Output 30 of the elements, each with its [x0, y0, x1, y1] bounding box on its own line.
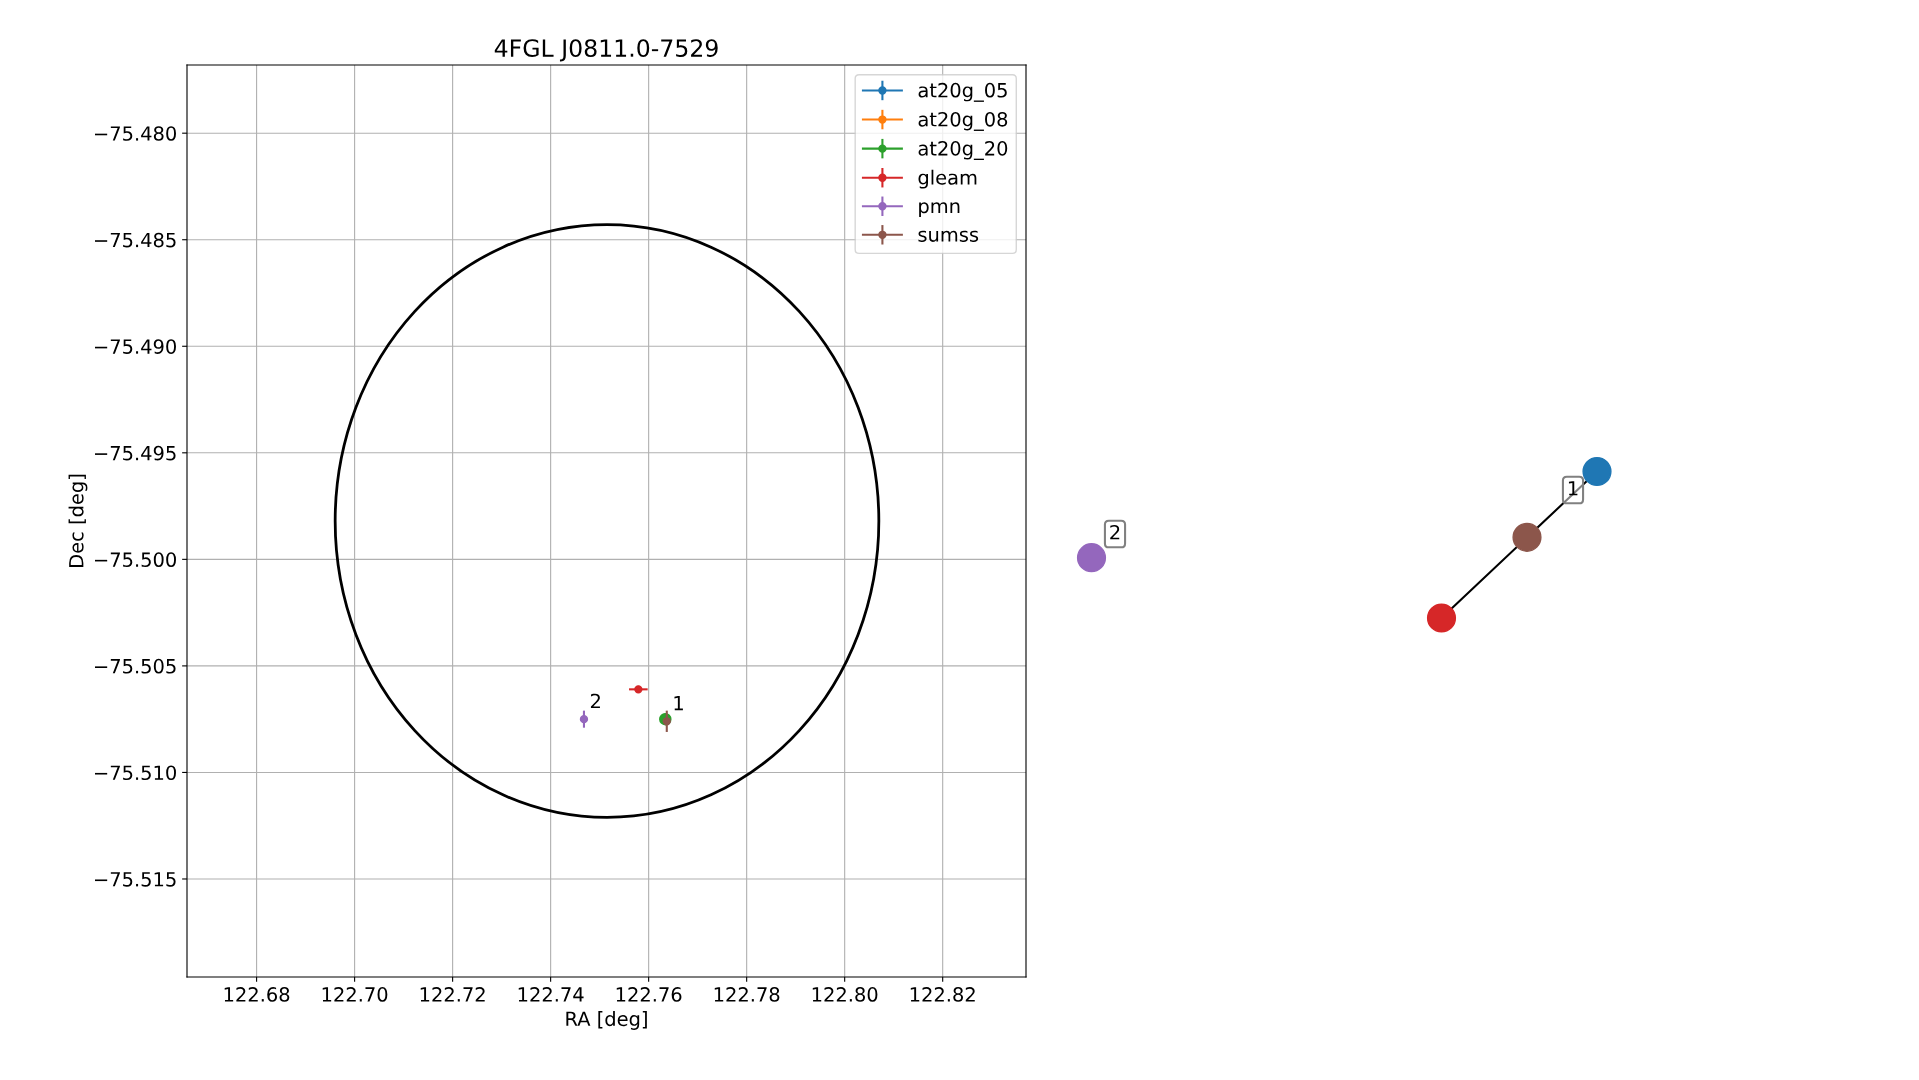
- x-tick-label: 122.76: [616, 987, 682, 1002]
- y-axis-title: Dec [deg]: [68, 474, 88, 567]
- x-tick-label: 122.70: [322, 987, 388, 1002]
- y-tick-label: −75.510: [95, 765, 176, 781]
- y-tick-label: −75.495: [95, 445, 176, 461]
- annotation: 1: [674, 696, 683, 711]
- y-tick-label: −75.485: [95, 232, 176, 248]
- legend-label: at20g_20: [918, 141, 1008, 161]
- point: [579, 715, 589, 724]
- text: 2: [1110, 524, 1120, 540]
- text: 1: [1568, 481, 1578, 496]
- legend-label: sumss: [918, 230, 979, 242]
- y-tick-label: −75.480: [95, 126, 176, 141]
- y-tick-label: −75.505: [95, 658, 176, 674]
- x-tick-label: 122.72: [420, 987, 485, 1002]
- y-tick-label: −75.515: [95, 872, 176, 887]
- legend-label: pmn: [919, 202, 960, 218]
- legend-label: at20g_05: [918, 82, 1007, 102]
- y-tick-label: −75.500: [95, 552, 176, 568]
- annotation: 2: [590, 693, 600, 709]
- x-tick-label: 122.68: [224, 987, 290, 1002]
- legend-label: at20g_08: [918, 111, 1008, 131]
- x-axis-title: RA [deg]: [566, 1011, 647, 1030]
- y-tick-label: −75.490: [95, 339, 176, 354]
- chart-title: 4FGL J0811.0-7529: [494, 39, 718, 62]
- legend-label: gleam: [918, 169, 977, 189]
- x-tick-label: 122.80: [812, 987, 878, 1002]
- x-tick-label: 122.74: [518, 987, 584, 1002]
- x-tick-label: 122.82: [910, 987, 975, 1002]
- x-tick-label: 122.78: [714, 987, 780, 1002]
